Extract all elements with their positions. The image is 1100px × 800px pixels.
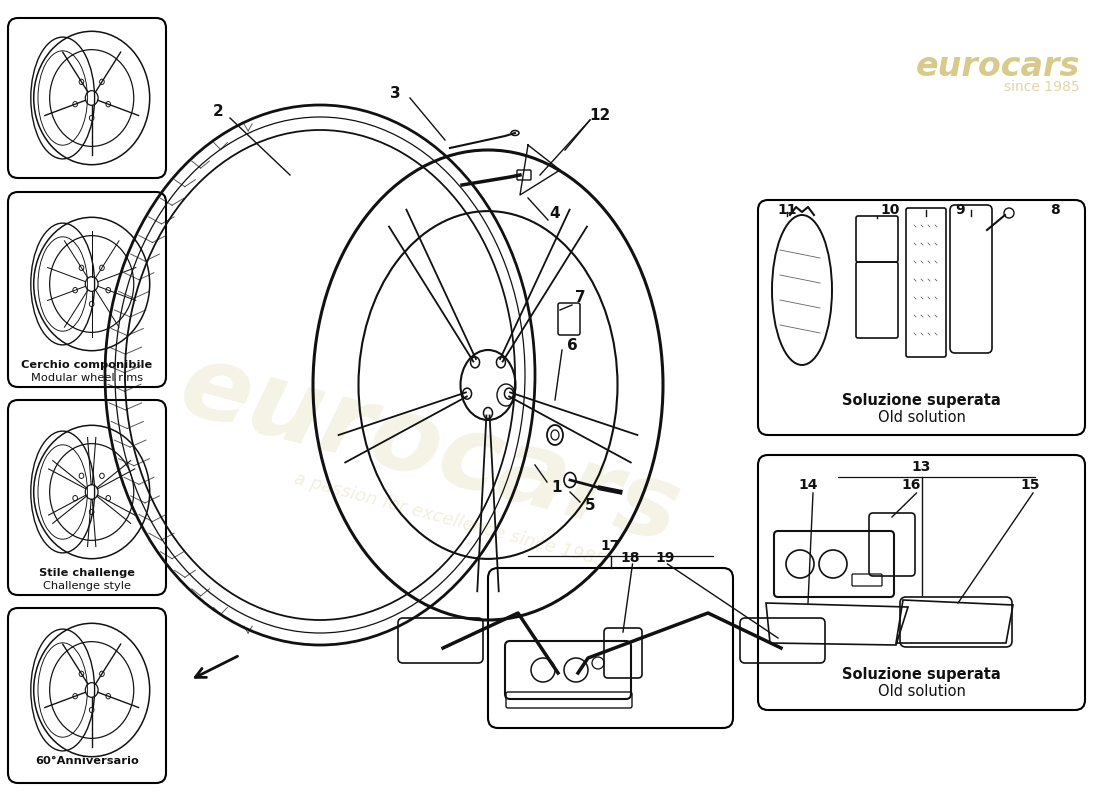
Text: 11: 11	[778, 203, 796, 217]
Text: 16: 16	[902, 478, 921, 492]
Text: 18: 18	[620, 551, 640, 565]
Text: Soluzione superata: Soluzione superata	[843, 393, 1001, 407]
Text: 3: 3	[389, 86, 400, 101]
Text: 15: 15	[1021, 478, 1040, 492]
Text: 13: 13	[912, 460, 932, 474]
Text: Old solution: Old solution	[878, 685, 966, 699]
Text: 2: 2	[212, 105, 223, 119]
Text: a passion for excellence since 1985: a passion for excellence since 1985	[293, 470, 608, 570]
Text: Stile challenge: Stile challenge	[39, 568, 135, 578]
Text: 14: 14	[799, 478, 817, 492]
Text: Old solution: Old solution	[878, 410, 966, 425]
Text: 19: 19	[656, 551, 675, 565]
Text: 17: 17	[601, 539, 620, 553]
Text: Modular wheel rims: Modular wheel rims	[31, 373, 143, 383]
Text: 6: 6	[566, 338, 578, 353]
Text: 60°Anniversario: 60°Anniversario	[35, 756, 139, 766]
Text: Soluzione superata: Soluzione superata	[843, 667, 1001, 682]
Text: eurocars: eurocars	[915, 50, 1080, 83]
Text: 4: 4	[550, 206, 560, 221]
Text: 10: 10	[880, 203, 900, 217]
Text: since 1985: since 1985	[1004, 80, 1080, 94]
Text: eurocars: eurocars	[169, 335, 691, 565]
Text: 1: 1	[552, 479, 562, 494]
Text: Cerchio componibile: Cerchio componibile	[21, 360, 153, 370]
Text: Challenge style: Challenge style	[43, 581, 131, 591]
Text: 9: 9	[955, 203, 965, 217]
Text: 12: 12	[590, 107, 610, 122]
Text: 8: 8	[1050, 203, 1060, 217]
Text: 7: 7	[574, 290, 585, 305]
Text: 5: 5	[585, 498, 595, 513]
